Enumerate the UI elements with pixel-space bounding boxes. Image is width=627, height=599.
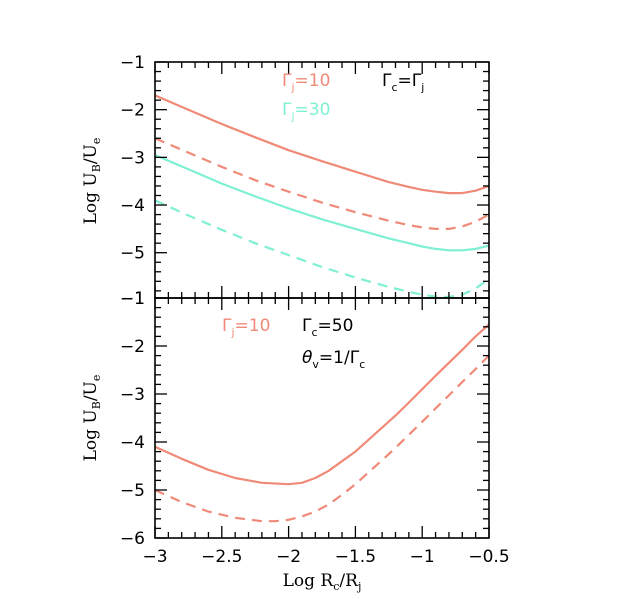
- top-panel-y-axis-label: Log UB/Ue: [81, 138, 103, 225]
- bottom-y-tick-label: −1: [120, 289, 145, 309]
- bottom-panel-x-axis-label: Log Rc/Rj: [283, 571, 362, 593]
- bottom-panel-frame: [154, 297, 490, 539]
- top-panel-ticks: [154, 61, 490, 298]
- top-annotation-2: Γj=30: [282, 100, 330, 123]
- bottom-series-solid-0: [155, 323, 489, 486]
- bottom-y-tick-label: −6: [120, 529, 145, 549]
- bottom-panel: −1−2−3−4−5−6−3 −2.5 −2 −1.5 −1 −0.5 Log UB/Ue…: [81, 289, 510, 593]
- top-series-dashed-3: [155, 199, 489, 298]
- bottom-panel-tick-labels: −1−2−3−4−5−6−3 −2.5 −2 −1.5 −1 −0.5: [120, 289, 510, 567]
- bottom-series-dashed-1: [155, 354, 489, 523]
- top-y-tick-label: −2: [120, 101, 145, 121]
- bottom-y-tick-label: −5: [120, 481, 145, 501]
- bottom-annotation-1: Γc=50: [302, 316, 353, 339]
- top-y-tick-label: −1: [120, 53, 145, 73]
- top-panel-annotations: Γj=10 Γc=Γj Γj=30: [282, 71, 424, 123]
- bottom-panel-ticks: [154, 297, 490, 539]
- x-tick-label: −1.5: [335, 547, 376, 567]
- top-y-tick-label: −1: [120, 289, 145, 309]
- bottom-y-tick-label: −3: [120, 385, 145, 405]
- top-panel-series-layer: [155, 94, 489, 298]
- top-panel: −1 −2 −3 −4 −5 −1 Log UB/Ue Γj=10 Γc=Γj Γj=30: [81, 53, 490, 309]
- top-series-dashed-1: [155, 137, 489, 230]
- top-panel-frame: [154, 61, 490, 299]
- bottom-annotation-0: Γj=10: [222, 316, 270, 339]
- top-series-solid-0: [155, 94, 489, 195]
- bottom-y-tick-label: −2: [120, 337, 145, 357]
- x-tick-label: −2: [276, 547, 301, 567]
- x-tick-label: −0.5: [468, 547, 509, 567]
- top-y-tick-label: −3: [120, 148, 145, 168]
- x-tick-label: −2.5: [201, 547, 242, 567]
- bottom-panel-y-axis-label: Log UB/Ue: [81, 375, 103, 462]
- x-tick-label: −3: [142, 547, 167, 567]
- top-annotation-1: Γc=Γj: [382, 71, 424, 94]
- top-panel-tick-labels: −1 −2 −3 −4 −5 −1: [120, 53, 145, 309]
- top-annotation-0: Γj=10: [282, 71, 330, 94]
- x-tick-label: −1: [410, 547, 435, 567]
- top-y-tick-label: −4: [120, 196, 145, 216]
- bottom-panel-series-layer: [155, 323, 489, 523]
- bottom-panel-annotations: Γj=10 Γc=50 θv=1/Γc: [222, 316, 365, 371]
- bottom-y-tick-label: −4: [120, 433, 145, 453]
- top-y-tick-label: −5: [120, 244, 145, 264]
- top-series-solid-2: [155, 153, 489, 252]
- bottom-annotation-2: θv=1/Γc: [302, 348, 365, 371]
